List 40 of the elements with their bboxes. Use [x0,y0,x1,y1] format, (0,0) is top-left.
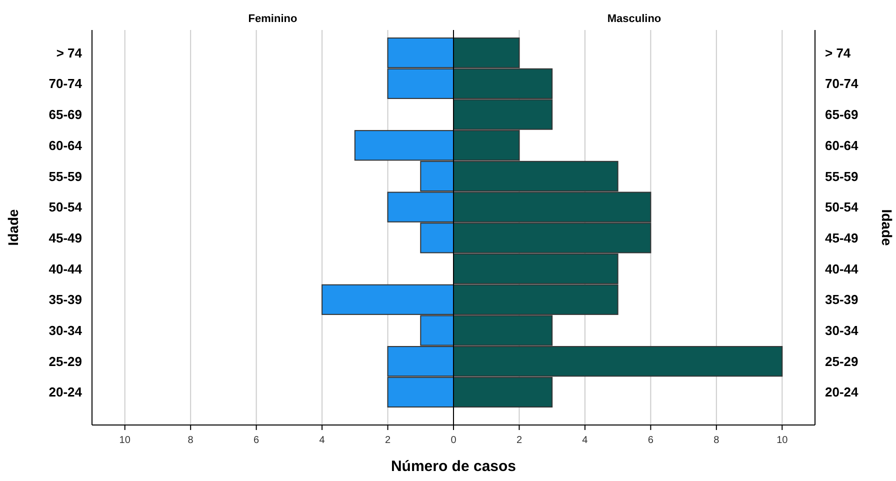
y-tick-label: 70-74 [48,76,83,92]
y-tick-label: 40-44 [825,261,860,276]
y-tick-label: 50-54 [825,200,860,215]
y-tick-label: 45-49 [825,230,858,246]
x-tick-label: 6 [648,435,654,446]
y-tick-label: 45-49 [48,230,82,246]
y-tick-label: 25-29 [825,354,858,369]
y-tick-label: > 74 [56,45,83,60]
y2-axis-title: Idade [879,209,895,246]
x-tick-label: 10 [776,435,788,446]
x-tick-label: 4 [319,435,326,446]
y-tick-label: 65-69 [48,107,82,122]
y-tick-label: 40-44 [48,261,83,276]
y-tick-label: 20-24 [48,384,83,400]
x-tick-label: 6 [254,435,260,446]
y-tick-label: 35-39 [48,292,82,308]
y-tick-label: 60-64 [48,138,83,153]
chart-title: Feminino [248,13,298,25]
x-tick-label: 8 [188,435,194,446]
y-tick-label: 30-34 [48,323,83,338]
x-tick-label: 0 [450,435,457,446]
y-tick-label: 65-69 [825,107,858,122]
x-tick-label: 8 [714,435,720,446]
y-tick-label: > 74 [825,45,852,60]
y-tick-label: 25-29 [48,354,82,369]
y-tick-label: 55-59 [825,168,858,184]
y-tick-label: 35-39 [825,292,858,308]
x-tick-label: 10 [119,435,131,446]
y-tick-label: 30-34 [825,323,860,338]
y-axis-title: Idade [5,209,21,246]
y-tick-label: 60-64 [825,138,860,153]
x-tick-label: 4 [582,435,588,446]
y-tick-label: 55-59 [48,168,82,184]
x-tick-label: 2 [384,435,391,446]
y-tick-label: 50-54 [48,200,83,215]
y-tick-label: 20-24 [825,384,860,400]
y-tick-label: 70-74 [825,76,860,92]
x-tick-label: 2 [516,435,522,446]
chart-title: Masculino [607,13,662,25]
x-axis-title: Número de casos [390,458,516,475]
